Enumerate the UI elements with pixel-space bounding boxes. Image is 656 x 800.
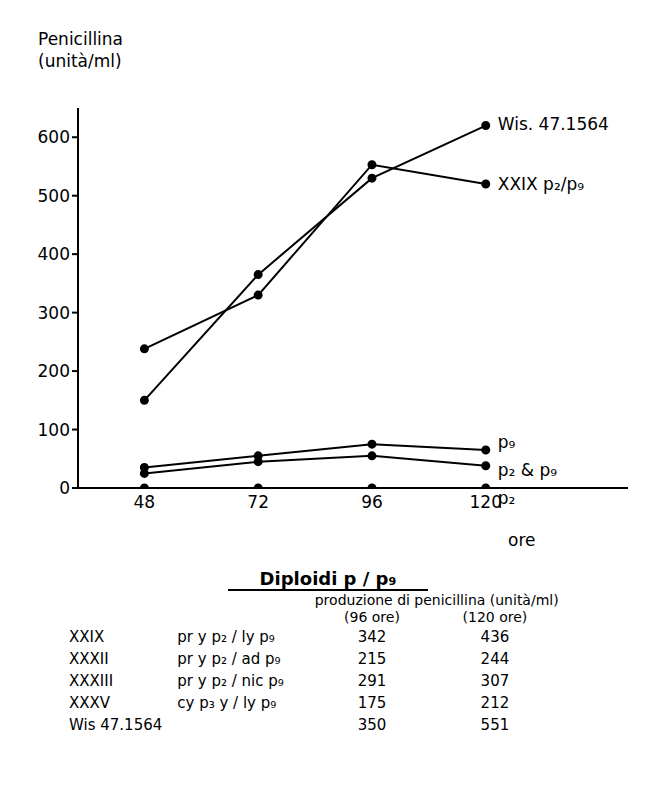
html-text:244: 244 xyxy=(480,650,510,668)
svg-text:120: 120 xyxy=(469,492,502,513)
html-text:Diploidi p / p₉: Diploidi p / p₉ xyxy=(259,568,397,589)
svg-text:500: 500 xyxy=(38,186,70,206)
html-text:(120 ore): (120 ore) xyxy=(462,609,528,625)
html-text:(96 ore): (96 ore) xyxy=(344,609,400,625)
svg-text:Wis. 47.1564: Wis. 47.1564 xyxy=(498,114,609,134)
svg-text:300: 300 xyxy=(38,303,70,323)
svg-text:p₉: p₉ xyxy=(498,432,516,452)
html-text:pr y p₂ / ly p₉: pr y p₂ / ly p₉ xyxy=(177,628,275,646)
html-text:291: 291 xyxy=(357,672,387,690)
svg-text:96: 96 xyxy=(361,492,383,512)
html-text:XXIX: XXIX xyxy=(69,628,105,646)
svg-text:600: 600 xyxy=(38,127,70,147)
html-text:XXXII: XXXII xyxy=(69,650,109,668)
svg-text:p₂ & p₉: p₂ & p₉ xyxy=(498,460,557,480)
html-text:Wis 47.1564: Wis 47.1564 xyxy=(69,716,163,734)
svg-text:p₂: p₂ xyxy=(498,488,516,508)
html-text:pr y p₂ / ad p₉: pr y p₂ / ad p₉ xyxy=(177,650,281,668)
svg-text:48: 48 xyxy=(134,492,156,512)
html-text:ore: ore xyxy=(508,530,536,550)
html-text:175: 175 xyxy=(357,694,387,712)
html-text:pr y p₂ / nic p₉: pr y p₂ / nic p₉ xyxy=(177,672,284,690)
svg-text:400: 400 xyxy=(38,244,70,264)
html-text:XXXV: XXXV xyxy=(69,694,111,712)
svg-text:0: 0 xyxy=(59,478,70,498)
html-text:215: 215 xyxy=(357,650,387,668)
html-text:551: 551 xyxy=(480,716,510,734)
svg-text:200: 200 xyxy=(38,361,70,381)
html-text:produzione di penicillina (uni: produzione di penicillina (unità/ml) xyxy=(314,592,559,608)
svg-text:100: 100 xyxy=(38,420,70,440)
svg-text:72: 72 xyxy=(247,492,269,512)
html-text:Penicillina (unità/ml): Penicillina (unità/ml) xyxy=(38,29,123,71)
html-text:307: 307 xyxy=(480,672,510,690)
html-text:350: 350 xyxy=(357,716,387,734)
html-text:cy p₃ y / ly p₉: cy p₃ y / ly p₉ xyxy=(177,694,277,712)
html-text:342: 342 xyxy=(357,628,387,646)
html-text:212: 212 xyxy=(480,694,510,712)
svg-text:XXIX p₂/p₉: XXIX p₂/p₉ xyxy=(498,174,584,194)
html-text:XXXIII: XXXIII xyxy=(69,672,114,690)
html-text:436: 436 xyxy=(480,628,510,646)
